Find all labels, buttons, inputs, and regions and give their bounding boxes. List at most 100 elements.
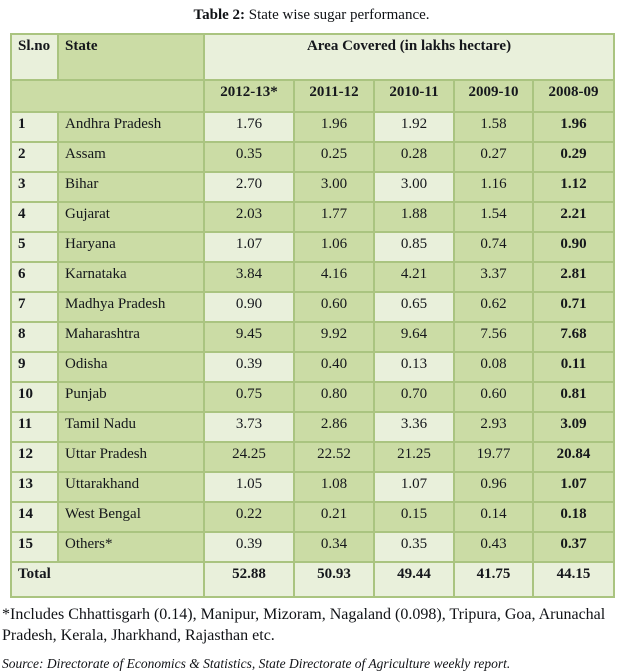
cell-2010-11: 0.85: [373, 231, 455, 263]
cell-2010-11: 0.70: [373, 381, 455, 413]
cell-2011-12: 0.80: [293, 381, 375, 413]
cell-state: Madhya Pradesh: [57, 291, 205, 323]
table-row-karnataka: 6 Karnataka 3.84 4.16 4.21 3.37 2.81: [10, 261, 616, 293]
cell-slno: 2: [10, 141, 59, 173]
header-row-main: Sl.no State Area Covered (in lakhs hecta…: [10, 33, 616, 81]
table-row-total: Total 52.88 50.93 49.44 41.75 44.15: [10, 561, 616, 598]
cell-state: West Bengal: [57, 501, 205, 533]
cell-2011-12: 0.34: [293, 531, 375, 563]
footnote-text: *Includes Chhattisgarh (0.14), Manipur, …: [2, 606, 606, 644]
cell-2011-12: 4.16: [293, 261, 375, 293]
table-row-andhra-pradesh: 1 Andhra Pradesh 1.76 1.96 1.92 1.58 1.9…: [10, 111, 616, 143]
cell-2010-11: 1.07: [373, 471, 455, 503]
cell-slno: 5: [10, 231, 59, 263]
total-2010-11: 49.44: [373, 561, 455, 598]
cell-2012-13: 0.75: [203, 381, 295, 413]
total-label: Total: [10, 561, 205, 598]
cell-2012-13: 24.25: [203, 441, 295, 473]
cell-2012-13: 3.84: [203, 261, 295, 293]
table-row-others: 15 Others* 0.39 0.34 0.35 0.43 0.37: [10, 531, 616, 563]
table-row-odisha: 9 Odisha 0.39 0.40 0.13 0.08 0.11: [10, 351, 616, 383]
cell-2010-11: 21.25: [373, 441, 455, 473]
cell-state: Haryana: [57, 231, 205, 263]
cell-state: Others*: [57, 531, 205, 563]
cell-2008-09: 0.37: [531, 531, 616, 563]
cell-2011-12: 1.08: [293, 471, 375, 503]
cell-slno: 12: [10, 441, 59, 473]
cell-state: Andhra Pradesh: [57, 111, 205, 143]
cell-2008-09: 0.11: [531, 351, 616, 383]
cell-2011-12: 0.25: [293, 141, 375, 173]
cell-state: Uttarakhand: [57, 471, 205, 503]
table-caption-text: State wise sugar performance.: [245, 7, 430, 23]
table-row-madhya-pradesh: 7 Madhya Pradesh 0.90 0.60 0.65 0.62 0.7…: [10, 291, 616, 323]
table-row-west-bengal: 14 West Bengal 0.22 0.21 0.15 0.14 0.18: [10, 501, 616, 533]
cell-2012-13: 2.03: [203, 201, 295, 233]
cell-2010-11: 0.13: [373, 351, 455, 383]
sugar-performance-table: Sl.no State Area Covered (in lakhs hecta…: [10, 33, 616, 598]
header-year-2011-12: 2011-12: [293, 79, 375, 113]
cell-2012-13: 0.39: [203, 351, 295, 383]
table-row-uttarakhand: 13 Uttarakhand 1.05 1.08 1.07 0.96 1.07: [10, 471, 616, 503]
header-years-spacer: [10, 79, 205, 113]
cell-2012-13: 1.76: [203, 111, 295, 143]
cell-2010-11: 0.28: [373, 141, 455, 173]
table-row-gujarat: 4 Gujarat 2.03 1.77 1.88 1.54 2.21: [10, 201, 616, 233]
cell-2009-10: 0.96: [453, 471, 534, 503]
cell-2012-13: 0.35: [203, 141, 295, 173]
cell-slno: 10: [10, 381, 59, 413]
cell-2010-11: 3.00: [373, 171, 455, 203]
header-year-2012-13: 2012-13*: [203, 79, 295, 113]
source-text: Source: Directorate of Economics & Stati…: [2, 655, 511, 671]
cell-2008-09: 7.68: [531, 321, 616, 353]
cell-slno: 3: [10, 171, 59, 203]
cell-slno: 14: [10, 501, 59, 533]
cell-2009-10: 0.14: [453, 501, 534, 533]
cell-2008-09: 0.71: [531, 291, 616, 323]
document-page: { "page": { "title_prefix": "Table 2:", …: [2, 7, 616, 671]
cell-2011-12: 0.60: [293, 291, 375, 323]
cell-state: Uttar Pradesh: [57, 441, 205, 473]
table-row-bihar: 3 Bihar 2.70 3.00 3.00 1.16 1.12: [10, 171, 616, 203]
cell-state: Punjab: [57, 381, 205, 413]
cell-2008-09: 20.84: [531, 441, 616, 473]
cell-2008-09: 1.12: [531, 171, 616, 203]
cell-2012-13: 3.73: [203, 411, 295, 443]
cell-state: Karnataka: [57, 261, 205, 293]
cell-2008-09: 1.07: [531, 471, 616, 503]
cell-2011-12: 0.40: [293, 351, 375, 383]
table-row-haryana: 5 Haryana 1.07 1.06 0.85 0.74 0.90: [10, 231, 616, 263]
cell-2008-09: 0.90: [531, 231, 616, 263]
table-row-uttar-pradesh: 12 Uttar Pradesh 24.25 22.52 21.25 19.77…: [10, 441, 616, 473]
cell-2010-11: 1.88: [373, 201, 455, 233]
cell-slno: 8: [10, 321, 59, 353]
cell-2008-09: 0.29: [531, 141, 616, 173]
cell-2009-10: 1.16: [453, 171, 534, 203]
cell-2008-09: 2.81: [531, 261, 616, 293]
cell-2009-10: 0.74: [453, 231, 534, 263]
cell-2008-09: 1.96: [531, 111, 616, 143]
cell-2010-11: 0.35: [373, 531, 455, 563]
cell-slno: 6: [10, 261, 59, 293]
cell-2010-11: 0.15: [373, 501, 455, 533]
cell-2008-09: 0.81: [531, 381, 616, 413]
cell-slno: 1: [10, 111, 59, 143]
cell-2009-10: 0.08: [453, 351, 534, 383]
cell-slno: 13: [10, 471, 59, 503]
cell-2008-09: 3.09: [531, 411, 616, 443]
cell-2010-11: 4.21: [373, 261, 455, 293]
cell-state: Gujarat: [57, 201, 205, 233]
cell-2009-10: 0.60: [453, 381, 534, 413]
cell-2011-12: 22.52: [293, 441, 375, 473]
cell-2009-10: 7.56: [453, 321, 534, 353]
header-year-2010-11: 2010-11: [373, 79, 455, 113]
cell-state: Tamil Nadu: [57, 411, 205, 443]
cell-2011-12: 1.77: [293, 201, 375, 233]
table-row-tamil-nadu: 11 Tamil Nadu 3.73 2.86 3.36 2.93 3.09: [10, 411, 616, 443]
cell-2011-12: 1.96: [293, 111, 375, 143]
cell-2009-10: 0.27: [453, 141, 534, 173]
cell-slno: 7: [10, 291, 59, 323]
header-state: State: [57, 33, 205, 81]
cell-2011-12: 0.21: [293, 501, 375, 533]
header-year-2008-09: 2008-09: [531, 79, 616, 113]
